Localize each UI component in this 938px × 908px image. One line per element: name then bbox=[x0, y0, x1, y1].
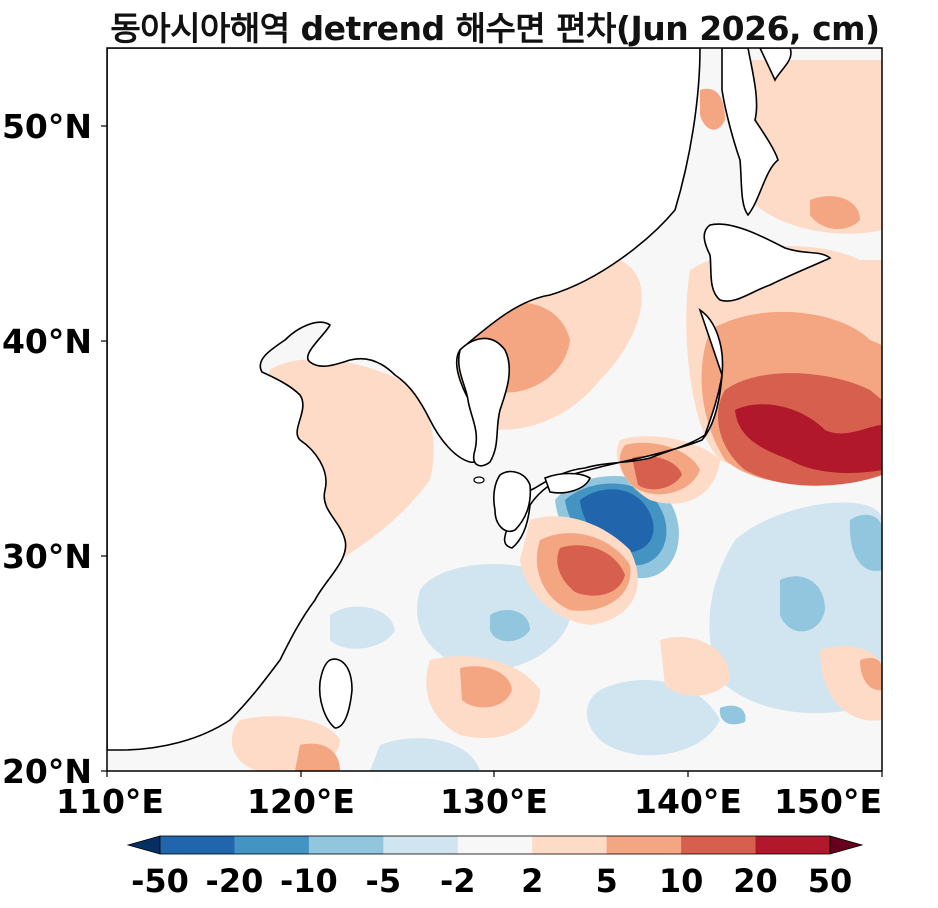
colorbar-tick-label: -5 bbox=[366, 862, 402, 900]
anomaly-patch-positive bbox=[810, 196, 860, 230]
anomaly-patch-positive bbox=[860, 658, 882, 691]
colorbar-tick-label: -50 bbox=[131, 862, 189, 900]
lon-ticks bbox=[106, 771, 883, 777]
anomaly-patch-positive bbox=[738, 60, 882, 234]
colorbar-tick-label: 2 bbox=[521, 862, 543, 900]
lon-tick-label: 150°E bbox=[774, 782, 882, 821]
colorbar-tick-label: 10 bbox=[659, 862, 704, 900]
anomaly-patch-negative bbox=[719, 705, 746, 725]
colorbar bbox=[126, 835, 864, 855]
anomaly-patch-negative bbox=[586, 680, 720, 756]
anomaly-patch-negative bbox=[490, 610, 530, 642]
lat-tick-label: 30°N bbox=[2, 537, 92, 576]
lon-tick-label: 130°E bbox=[440, 782, 548, 821]
colorbar-tick-label: -10 bbox=[280, 862, 338, 900]
colorbar-tick-label: 20 bbox=[733, 862, 778, 900]
sakhalin bbox=[721, 48, 779, 217]
korean-peninsula bbox=[458, 337, 511, 467]
jeju-island bbox=[473, 476, 485, 484]
colorbar-segment bbox=[234, 836, 310, 854]
colorbar-tick-label: -2 bbox=[440, 862, 476, 900]
colorbar-labels: -50 -20 -10 -5 -2 2 5 10 20 50 bbox=[131, 862, 852, 900]
colorbar-segment bbox=[532, 836, 608, 854]
lat-tick-label: 20°N bbox=[2, 752, 92, 791]
colorbar-segment bbox=[308, 836, 384, 854]
japan-kyushu bbox=[493, 470, 532, 532]
colorbar-extend-high bbox=[829, 835, 864, 855]
colorbar-frame bbox=[159, 835, 831, 855]
colorbar-segment bbox=[457, 836, 533, 854]
japan-shikoku bbox=[543, 472, 592, 494]
lon-tick-label: 120°E bbox=[247, 782, 355, 821]
mainland-asia bbox=[107, 48, 701, 751]
lon-tick-label: 140°E bbox=[634, 782, 742, 821]
colorbar-segment bbox=[383, 836, 459, 854]
map-title: 동아시아해역 detrend 해수면 편차(Jun 2026, cm) bbox=[110, 9, 880, 48]
colorbar-tick-label: 5 bbox=[596, 862, 618, 900]
anomaly-core-positive bbox=[735, 404, 882, 473]
colorbar-segment bbox=[160, 836, 235, 854]
anomaly-patch-negative bbox=[330, 606, 395, 649]
anomaly-patch-positive bbox=[460, 666, 512, 708]
colorbar-segment bbox=[681, 836, 757, 854]
anomaly-patch-positive bbox=[295, 743, 340, 771]
anomaly-patch-positive bbox=[557, 545, 625, 596]
anomaly-patch-positive bbox=[700, 88, 725, 130]
colorbar-segment bbox=[755, 836, 831, 854]
anomaly-patch-positive bbox=[660, 636, 730, 696]
anomaly-patch-positive bbox=[632, 455, 682, 490]
land bbox=[107, 48, 832, 751]
anomaly-patch-negative bbox=[370, 738, 480, 771]
lat-ticks bbox=[101, 125, 107, 772]
anomaly-patch-negative bbox=[849, 514, 882, 571]
anomaly-patch-negative bbox=[780, 576, 825, 632]
lat-tick-label: 40°N bbox=[2, 322, 92, 361]
japan-hokkaido bbox=[703, 223, 832, 302]
lat-tick-label: 50°N bbox=[2, 107, 92, 146]
colorbar-segment bbox=[606, 836, 682, 854]
lon-tick-label: 110°E bbox=[56, 782, 164, 821]
taiwan bbox=[318, 658, 353, 729]
colorbar-extend-low bbox=[126, 835, 161, 855]
colorbar-tick-label: 50 bbox=[808, 862, 853, 900]
colorbar-tick-label: -20 bbox=[206, 862, 264, 900]
